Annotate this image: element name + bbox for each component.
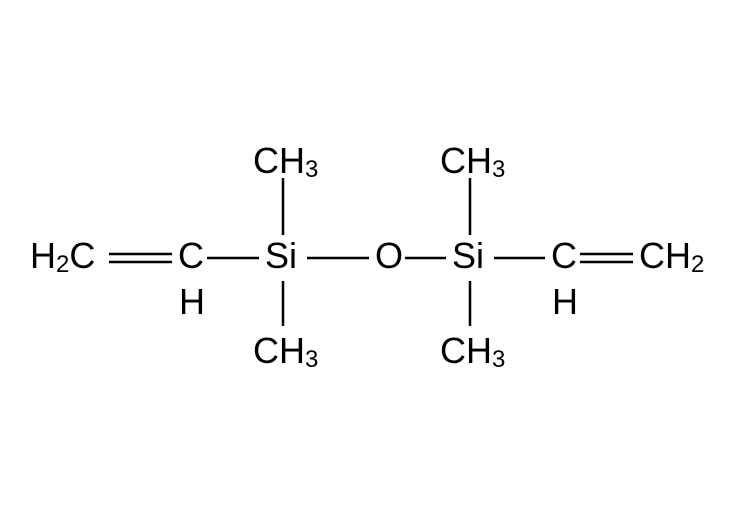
atom-ch3_bl: CH3 (253, 330, 318, 374)
atom-ch_left_c: C (178, 235, 204, 276)
molecular-structure: H2CHCSiCH3CH3OSiCH3CH3CHCH2 (0, 0, 743, 517)
atom-ch3_br: CH3 (440, 330, 505, 374)
atom-h2c_left: H2C (30, 235, 95, 279)
atom-ch_left_h: H (179, 281, 205, 322)
atom-ch3_tr: CH3 (440, 140, 505, 184)
atom-ch_right_c: C (551, 235, 577, 276)
atom-ch2_right: CH2 (639, 235, 704, 279)
atom-ch3_tl: CH3 (253, 140, 318, 184)
atom-si_left: Si (265, 235, 297, 276)
atom-o_center: O (375, 235, 403, 276)
atom-si_right: Si (452, 235, 484, 276)
atom-ch_right_h: H (552, 281, 578, 322)
